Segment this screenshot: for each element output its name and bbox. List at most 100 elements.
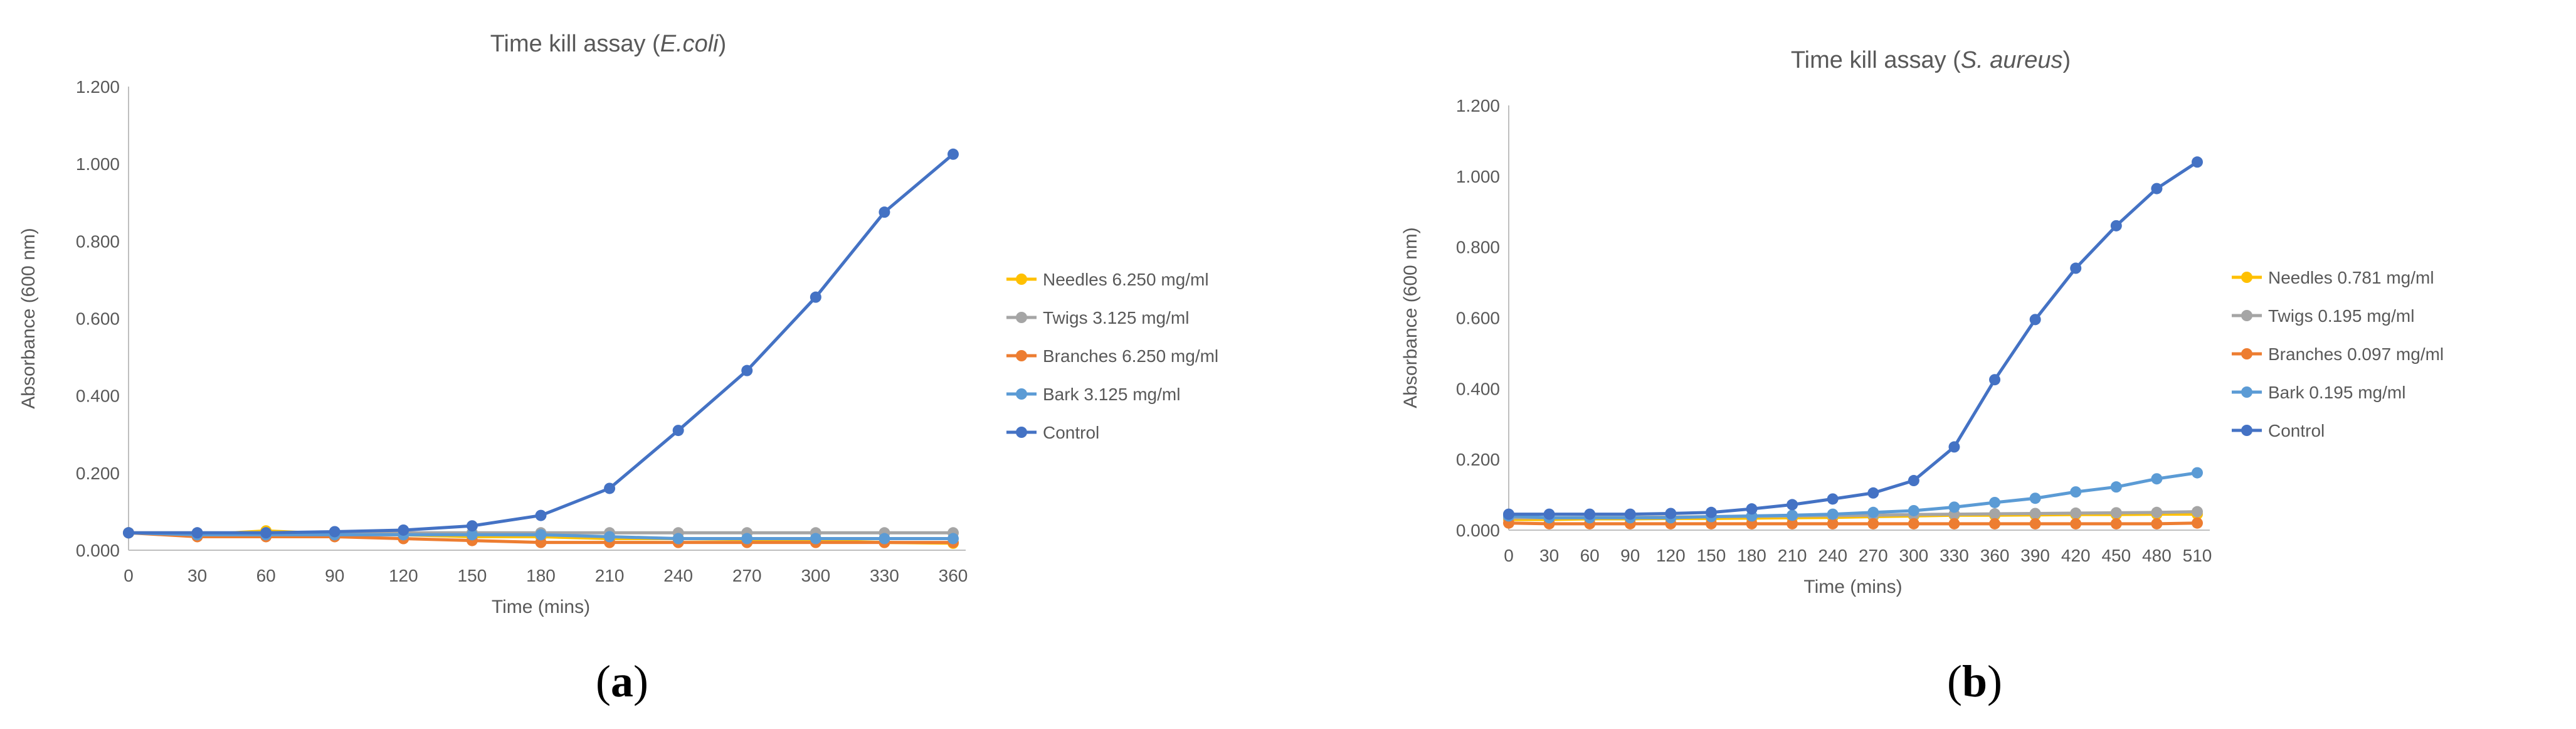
x-tick-label: 0 [124, 566, 134, 585]
x-tick-label: 30 [1539, 546, 1559, 565]
data-point [2192, 467, 2203, 479]
x-tick-label: 120 [1656, 546, 1686, 565]
data-point [466, 520, 478, 532]
data-point [2110, 518, 2122, 529]
y-tick-label: 1.000 [1456, 167, 1500, 186]
chart-saureus: Time kill assay (S. aureus) 0.000 0.200 0.4… [1400, 47, 2444, 597]
x-tick-label: 150 [1697, 546, 1726, 565]
data-point [1867, 518, 1879, 529]
x-tick-label: 300 [801, 566, 830, 585]
data-point [398, 524, 409, 536]
y-tick-label: 0.600 [76, 309, 120, 329]
x-tick-label: 210 [1778, 546, 1807, 565]
legend-swatch-marker [2241, 425, 2252, 436]
x-tick-label: 330 [870, 566, 899, 585]
data-point [1746, 518, 1758, 529]
x-tick-label: 0 [1504, 546, 1514, 565]
panel-label-b-close: ) [1987, 656, 2003, 706]
chart-title-suffix: ) [719, 31, 727, 57]
y-tick-label: 0.800 [76, 231, 120, 251]
legend-entry-label: Control [1043, 423, 1099, 442]
data-point [1908, 504, 1919, 516]
x-tick-label: 270 [1859, 546, 1888, 565]
y-tick-label: 0.000 [76, 541, 120, 560]
data-point [1827, 508, 1839, 520]
legend-entry-label: Twigs 0.195 mg/ml [2268, 306, 2414, 326]
x-axis-label: Time (mins) [492, 597, 590, 617]
y-tick-label: 0.400 [76, 386, 120, 406]
data-point [2192, 156, 2203, 168]
x-tick-label: 450 [2101, 546, 2131, 565]
data-point [1867, 506, 1879, 518]
data-point [2029, 518, 2041, 529]
panel-label-a-letter: a [610, 656, 633, 706]
data-point [948, 533, 959, 545]
x-tick-label: 180 [526, 566, 556, 585]
data-point [604, 531, 616, 543]
data-point [1787, 509, 1798, 521]
chart-title-italic: E.coli [660, 31, 719, 57]
x-tick-label: 150 [458, 566, 487, 585]
x-tick-label: 210 [595, 566, 625, 585]
data-point [1705, 506, 1717, 518]
legend-swatch-marker [2241, 310, 2252, 321]
y-tick-label: 1.000 [76, 154, 120, 174]
data-point [2070, 518, 2082, 529]
x-tick-label: 360 [939, 566, 968, 585]
data-point [2029, 492, 2041, 504]
data-point [2070, 262, 2082, 274]
x-tick-label: 90 [325, 566, 344, 585]
y-tick-label: 0.800 [1456, 238, 1500, 257]
data-point [2110, 481, 2122, 493]
data-point [2151, 518, 2163, 529]
x-tick-label: 60 [1580, 546, 1600, 565]
x-tick-label: 180 [1737, 546, 1766, 565]
data-point [810, 533, 821, 545]
x-tick-label: 390 [2020, 546, 2050, 565]
chart-title-italic: S. aureus [1961, 47, 2063, 73]
data-point [2029, 508, 2041, 519]
data-point [741, 364, 753, 376]
series-line [1508, 471, 2198, 519]
x-axis-label: Time (mins) [1803, 577, 1902, 597]
panel-label-a-close: ) [633, 656, 648, 706]
data-point [1665, 508, 1677, 519]
legend-entry-label: Bark 3.125 mg/ml [1043, 385, 1180, 404]
data-point [1989, 508, 2001, 520]
data-point [2151, 183, 2163, 194]
data-point [2029, 314, 2041, 326]
y-tick-label: 0.200 [1456, 450, 1500, 469]
data-point [1989, 518, 2001, 529]
x-tick-label: 300 [1899, 546, 1929, 565]
data-point [535, 536, 547, 548]
data-point [2151, 506, 2163, 518]
series-line [1509, 161, 2199, 516]
data-point [1624, 508, 1636, 520]
legend-swatch-marker [1016, 274, 1027, 285]
legend-entry-label: Branches 0.097 mg/ml [2268, 344, 2444, 364]
data-point [2151, 473, 2163, 485]
data-point [1867, 487, 1879, 499]
x-tick-label: 480 [2142, 546, 2172, 565]
data-point [466, 529, 478, 541]
data-point [1503, 508, 1514, 520]
x-tick-label: 30 [187, 566, 207, 585]
data-point [879, 206, 890, 218]
chart-title: Time kill assay (E.coli) [490, 31, 727, 57]
data-point [879, 533, 890, 545]
data-point [1989, 496, 2001, 508]
data-point [1948, 518, 1960, 529]
legend-entry-label: Needles 6.250 mg/ml [1043, 270, 1209, 289]
data-point [1787, 518, 1798, 529]
data-point [948, 148, 959, 160]
data-point [329, 526, 340, 538]
data-point [2070, 486, 2082, 498]
data-point [810, 291, 821, 303]
data-point [1746, 503, 1758, 515]
data-point [2110, 507, 2122, 519]
data-point [741, 533, 753, 545]
data-point [1948, 501, 1960, 513]
data-point [2070, 507, 2082, 519]
data-point [1787, 499, 1798, 511]
